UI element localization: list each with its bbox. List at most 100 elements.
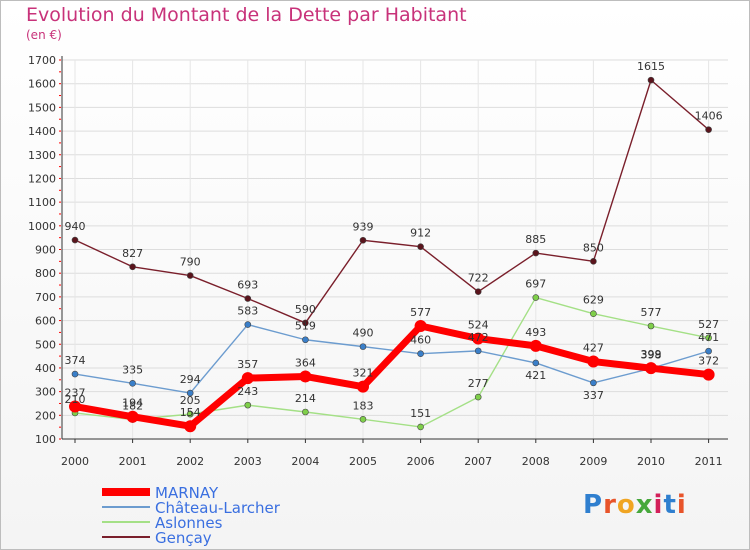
x-tick-label: 2004: [291, 455, 319, 468]
data-label: 697: [525, 278, 546, 291]
series-layer: [69, 76, 715, 433]
y-tick-label: 700: [35, 291, 56, 304]
axes: 100 200 300 400 500 600 700 800 900 1000 1100 1200 1…: [28, 54, 728, 468]
data-label: 154: [180, 406, 201, 419]
y-tick-label: 1600: [28, 78, 56, 91]
x-tick-label: 2007: [464, 455, 492, 468]
data-label: 399: [641, 348, 662, 361]
data-label: 827: [122, 247, 143, 260]
data-label: 321: [353, 367, 374, 380]
data-label: 583: [237, 305, 258, 318]
data-label: 243: [237, 385, 258, 398]
data-label: 398: [641, 348, 662, 361]
data-label: 577: [410, 306, 431, 319]
data-point: [71, 370, 79, 378]
y-tick-label: 600: [35, 315, 56, 328]
data-point: [417, 350, 424, 358]
data-point: [244, 321, 252, 328]
grid: [62, 59, 728, 440]
data-label: 294: [180, 373, 201, 386]
data-point: [532, 294, 540, 301]
legend-label: Aslonnes: [155, 514, 223, 532]
data-label: 214: [295, 392, 316, 405]
x-tick-label: 2008: [522, 455, 550, 468]
x-tick-label: 2003: [234, 455, 262, 468]
data-label: 590: [295, 303, 316, 316]
data-label: 939: [353, 220, 374, 233]
data-label: 912: [410, 227, 431, 240]
data-label: 427: [583, 342, 604, 355]
data-label: 205: [180, 394, 201, 407]
data-label: 277: [468, 377, 489, 390]
data-label: 471: [698, 331, 719, 344]
data-label: 1615: [637, 60, 665, 73]
y-tick-label: 1300: [28, 149, 56, 162]
data-label: 237: [65, 387, 86, 400]
data-point: [647, 76, 655, 84]
data-point: [417, 243, 424, 250]
data-label: 472: [468, 331, 489, 344]
data-label: 151: [410, 407, 431, 420]
x-tick-label: 2002: [176, 455, 204, 468]
data-point: [126, 410, 139, 423]
data-point: [590, 379, 597, 387]
series-line-ch-teau-larcher: [74, 323, 710, 394]
y-tick-label: 100: [35, 433, 56, 446]
data-point: [244, 401, 252, 409]
data-point: [705, 126, 712, 133]
y-tick-label: 400: [35, 362, 56, 375]
data-point: [645, 362, 657, 375]
data-label-layer: 940 827 790 693 590 939 912 722 885 850 1615 1406 21…: [65, 60, 723, 420]
data-point: [474, 393, 482, 401]
data-point: [532, 359, 540, 367]
data-label: 629: [583, 294, 604, 307]
y-tick-label: 300: [35, 386, 56, 399]
data-point: [474, 288, 482, 295]
series-line-gen-ay: [74, 79, 710, 324]
logo-letter: o: [616, 490, 636, 520]
y-tick-label: 1500: [28, 101, 56, 114]
data-point: [414, 320, 427, 333]
series-line-aslonnes: [74, 296, 710, 428]
data-label: 357: [237, 358, 258, 371]
data-point: [186, 389, 194, 397]
logo-letter: t: [663, 490, 677, 520]
data-label: 194: [122, 397, 143, 410]
series-line-marnay: [71, 322, 713, 430]
data-point: [71, 236, 79, 244]
data-label: 577: [641, 306, 662, 319]
y-tick-label: 1100: [28, 196, 56, 209]
data-point: [702, 368, 715, 381]
y-tick-label: 1400: [28, 125, 56, 138]
data-label: 183: [353, 399, 374, 412]
data-point: [647, 322, 655, 330]
y-tick-label: 500: [35, 338, 56, 351]
x-tick-label: 2011: [695, 455, 723, 468]
y-tick-label: 200: [35, 409, 56, 422]
x-tick-label: 2009: [579, 455, 607, 468]
data-label: 885: [525, 233, 546, 246]
y-tick-label: 1700: [28, 54, 56, 67]
data-point: [474, 347, 482, 355]
data-point: [186, 272, 194, 279]
data-label: 335: [122, 363, 143, 376]
chart-subtitle: (en €): [26, 28, 62, 42]
data-point: [359, 416, 367, 423]
data-point: [587, 355, 600, 368]
data-point: [359, 236, 367, 244]
data-point: [705, 347, 712, 355]
data-point: [129, 263, 136, 271]
legend-label: Château-Larcher: [155, 499, 281, 517]
data-label: 374: [65, 354, 86, 367]
data-label: 493: [525, 326, 546, 339]
data-label: 519: [295, 320, 316, 333]
data-label: 460: [410, 334, 431, 347]
data-point: [705, 334, 712, 342]
x-tick-label: 2001: [119, 455, 147, 468]
chart-title: Evolution du Montant de la Dette par Hab…: [26, 4, 467, 26]
data-point: [302, 408, 309, 416]
data-point: [244, 295, 252, 302]
data-point: [472, 332, 485, 345]
data-point: [417, 423, 424, 431]
